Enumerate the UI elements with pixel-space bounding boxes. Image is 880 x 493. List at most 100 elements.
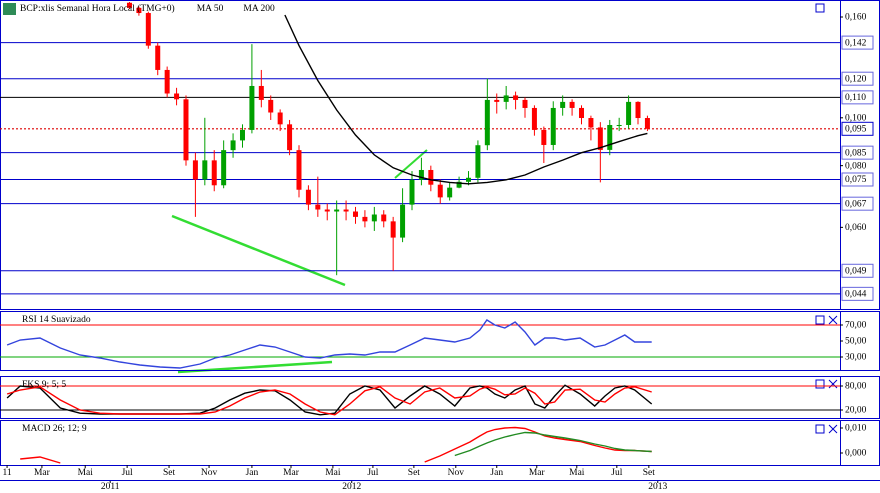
level-label-box xyxy=(841,35,874,50)
window-button[interactable] xyxy=(815,3,825,13)
level-label-box xyxy=(841,172,874,187)
candle-body xyxy=(569,101,575,108)
y-tick-label: 0,060 xyxy=(845,223,867,233)
candle-body xyxy=(324,209,330,212)
candle-body xyxy=(145,13,151,46)
candle-body xyxy=(352,211,358,217)
candle-body xyxy=(475,145,481,178)
y-tick-label: 0,160 xyxy=(845,13,867,23)
candle-body xyxy=(465,177,471,182)
candle-body xyxy=(550,107,556,145)
x-tick-label: Mai xyxy=(569,468,585,478)
candle-body xyxy=(390,221,396,238)
candle-body xyxy=(616,124,622,126)
legend-entry: MA 200 xyxy=(243,4,275,14)
candle-body xyxy=(164,69,170,94)
candle-body xyxy=(249,85,255,130)
candle-body xyxy=(428,169,434,185)
x-tick-label: Nov xyxy=(201,468,218,478)
candle-body xyxy=(635,101,641,119)
candle-body xyxy=(183,99,189,161)
candle-body xyxy=(381,214,387,222)
candle-body xyxy=(597,127,603,150)
x-tick-label: Mai xyxy=(78,468,94,478)
candle-body xyxy=(239,129,245,141)
trend-line xyxy=(394,149,428,179)
candle-body xyxy=(258,85,264,100)
x-tick-label: Jul xyxy=(122,468,133,478)
x-tick-label: Set xyxy=(163,468,176,478)
y-tick-label: 0,080 xyxy=(845,161,867,171)
x-tick-label: Jul xyxy=(367,468,378,478)
window-button[interactable] xyxy=(815,424,825,434)
candle-body xyxy=(277,112,283,125)
app-icon xyxy=(3,3,16,15)
x-tick-label: Jan xyxy=(490,468,503,478)
y-tick-label: 70,00 xyxy=(845,321,867,331)
window-button[interactable] xyxy=(815,315,825,325)
plot-area xyxy=(0,2,840,295)
series-line xyxy=(20,426,652,464)
x-tick-label: Set xyxy=(408,468,421,478)
x-tick-label: Jan xyxy=(246,468,259,478)
candle-body xyxy=(362,216,368,222)
year-label: 2013 xyxy=(648,482,667,492)
candle-body xyxy=(126,2,132,8)
candle-body xyxy=(230,140,236,151)
candle-body xyxy=(541,129,547,145)
level-label: 0,142 xyxy=(845,38,867,48)
candle-body xyxy=(456,181,462,188)
level-label-box xyxy=(841,145,874,160)
x-tick-label: Mar xyxy=(34,468,51,478)
plot-area xyxy=(0,384,840,416)
level-label-box xyxy=(841,121,874,136)
level-label: 0,044 xyxy=(845,290,867,300)
level-label: 0,075 xyxy=(845,175,867,185)
candle-body xyxy=(447,187,453,198)
panel-title: MACD 26; 12; 9 xyxy=(22,424,87,434)
candle-body xyxy=(221,150,227,186)
candle-body xyxy=(296,150,302,190)
candle-body xyxy=(202,160,208,180)
panel-title: RSI 14 Suavizado xyxy=(22,315,91,325)
candle-body xyxy=(607,124,613,150)
candle-body xyxy=(174,93,180,100)
y-tick-label: 80,00 xyxy=(845,382,867,392)
candle-body xyxy=(494,99,500,102)
candle-body xyxy=(268,99,274,113)
level-label-box xyxy=(841,196,874,211)
candle-body xyxy=(503,95,509,102)
y-tick-label: 30,00 xyxy=(845,353,867,363)
level-label-box xyxy=(841,71,874,86)
plot-area xyxy=(20,426,652,464)
x-tick-label: Nov xyxy=(448,468,465,478)
x-tick-label: Mar xyxy=(529,468,546,478)
candle-body xyxy=(513,95,519,100)
y-tick-label: 20,00 xyxy=(845,406,867,416)
candle-body xyxy=(644,118,650,129)
level-label: 0,067 xyxy=(845,199,867,209)
year-label: 2012 xyxy=(342,482,361,492)
candle-body xyxy=(305,189,311,205)
candle-body xyxy=(418,169,424,180)
level-label: 0,049 xyxy=(845,266,867,276)
candle-body xyxy=(484,99,490,146)
candle-body xyxy=(192,160,198,180)
candle-body xyxy=(371,214,377,222)
candle-body xyxy=(579,107,585,119)
y-tick-label: 0,100 xyxy=(845,113,867,123)
level-label: 0,110 xyxy=(845,93,866,103)
window-button[interactable] xyxy=(815,379,825,389)
candle-body xyxy=(343,209,349,212)
close-button[interactable] xyxy=(828,315,838,434)
candle-body xyxy=(211,160,217,186)
candle-body xyxy=(136,7,142,14)
candle-body xyxy=(626,101,632,125)
candle-body xyxy=(400,204,406,238)
candle-body xyxy=(522,99,528,108)
y-tick-label: 0,010 xyxy=(845,424,867,434)
candle-body xyxy=(437,184,443,198)
candle-body xyxy=(315,204,321,210)
